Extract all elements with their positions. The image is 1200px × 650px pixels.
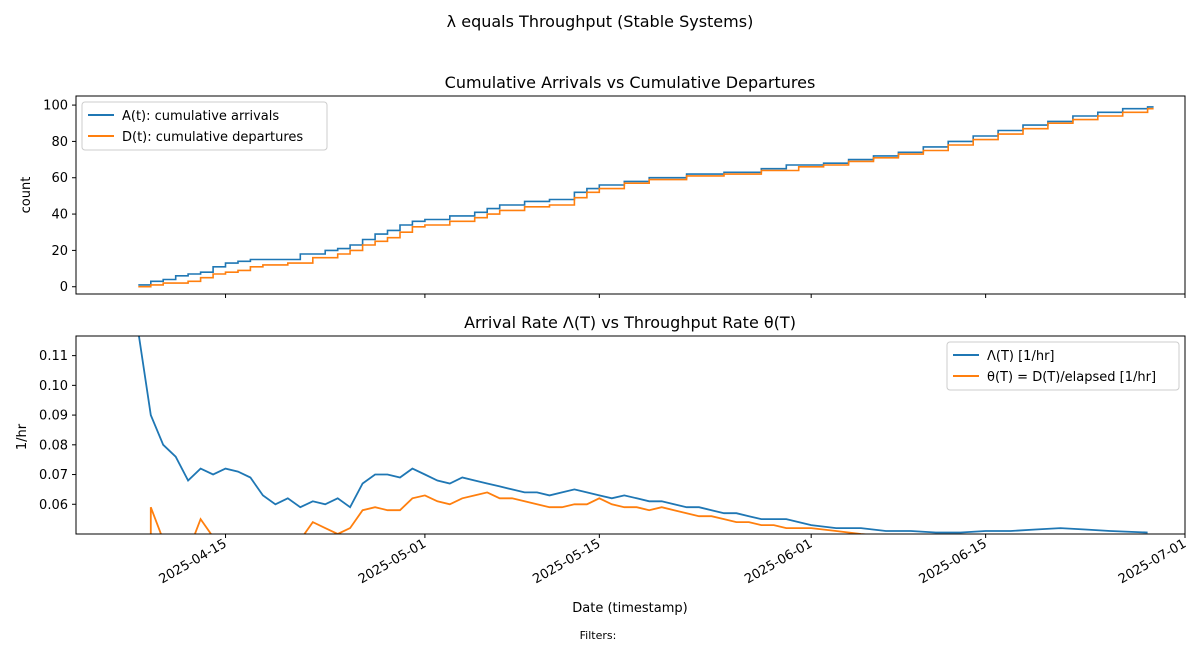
- rate-legend: Λ(T) [1/hr] θ(T) = D(T)/elapsed [1/hr]: [946, 341, 1180, 391]
- legend-label-departures: D(t): cumulative departures: [122, 130, 303, 145]
- x-tick-label: 2025-05-01: [356, 536, 429, 587]
- cumulative-legend-box: [81, 101, 328, 151]
- x-tick-label: 2025-06-15: [917, 536, 990, 587]
- x-tick-label: 2025-06-01: [742, 536, 815, 587]
- x-tick-label: 2025-04-15: [157, 536, 230, 587]
- y-tick-label: 0.07: [39, 468, 68, 483]
- rate-legend-box: [946, 341, 1180, 391]
- y-tick-label: 0: [60, 280, 68, 295]
- y-tick-label: 20: [51, 244, 68, 259]
- rate-x-axis: 2025-04-15 2025-05-01 2025-05-15 2025-06-01…: [157, 534, 1189, 587]
- cumulative-legend: A(t): cumulative arrivals D(t): cumulati…: [81, 101, 328, 151]
- series-throughput-rate: [149, 491, 873, 534]
- cumulative-chart-title: Cumulative Arrivals vs Cumulative Depart…: [445, 73, 816, 92]
- y-tick-label: 0.06: [39, 498, 68, 513]
- series-cumulative-departures: [138, 107, 1154, 288]
- y-tick-label: 0.10: [39, 379, 68, 394]
- rate-y-axis: 0.06 0.07 0.08 0.09 0.10 0.11: [39, 349, 76, 513]
- rate-chart: Arrival Rate Λ(T) vs Throughput Rate θ(T…: [15, 313, 1189, 616]
- rate-chart-xlabel: Date (timestamp): [572, 601, 687, 616]
- cumulative-chart-ylabel: count: [19, 177, 34, 214]
- x-tick-label: 2025-07-01: [1116, 536, 1189, 587]
- rate-chart-ylabel: 1/hr: [15, 423, 30, 450]
- legend-label-arrivals: A(t): cumulative arrivals: [122, 109, 279, 124]
- y-tick-label: 0.09: [39, 409, 68, 424]
- cumulative-plot-frame: [75, 95, 1186, 295]
- series-cumulative-arrivals: [138, 106, 1154, 286]
- x-tick-label: 2025-05-15: [530, 536, 603, 587]
- y-tick-label: 40: [51, 208, 68, 223]
- cumulative-y-axis: 0 20 40 60 80 100: [43, 99, 76, 295]
- figure-suptitle: λ equals Throughput (Stable Systems): [447, 12, 754, 31]
- legend-label-arrival-rate: Λ(T) [1/hr]: [987, 349, 1055, 364]
- series-arrival-rate: [138, 336, 1148, 534]
- figure-footer: Filters:: [580, 629, 617, 642]
- cumulative-chart: Cumulative Arrivals vs Cumulative Depart…: [19, 73, 1186, 298]
- rate-chart-title: Arrival Rate Λ(T) vs Throughput Rate θ(T…: [464, 313, 796, 332]
- cumulative-x-axis: [225, 294, 1186, 298]
- y-tick-label: 80: [51, 135, 68, 150]
- y-tick-label: 0.11: [39, 349, 68, 364]
- legend-label-throughput-rate: θ(T) = D(T)/elapsed [1/hr]: [987, 370, 1156, 385]
- y-tick-label: 0.08: [39, 438, 68, 453]
- y-tick-label: 60: [51, 171, 68, 186]
- rate-plot-frame: [75, 335, 1186, 535]
- y-tick-label: 100: [43, 99, 68, 114]
